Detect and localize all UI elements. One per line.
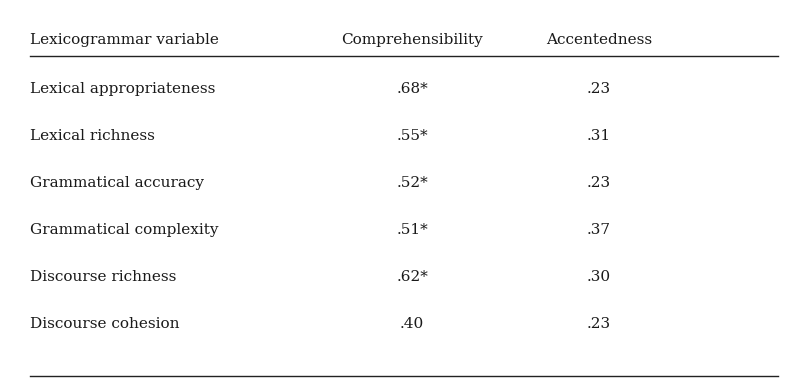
- Text: Lexical appropriateness: Lexical appropriateness: [30, 82, 216, 96]
- Text: .52*: .52*: [396, 176, 428, 190]
- Text: Lexical richness: Lexical richness: [30, 129, 155, 143]
- Text: .62*: .62*: [396, 270, 428, 284]
- Text: Discourse richness: Discourse richness: [30, 270, 177, 284]
- Text: Grammatical accuracy: Grammatical accuracy: [30, 176, 205, 190]
- Text: .37: .37: [587, 223, 611, 237]
- Text: Comprehensibility: Comprehensibility: [341, 33, 483, 47]
- Text: .51*: .51*: [396, 223, 428, 237]
- Text: Grammatical complexity: Grammatical complexity: [30, 223, 219, 237]
- Text: .68*: .68*: [396, 82, 428, 96]
- Text: .23: .23: [587, 317, 611, 331]
- Text: Discourse cohesion: Discourse cohesion: [30, 317, 180, 331]
- Text: .55*: .55*: [396, 129, 428, 143]
- Text: .23: .23: [587, 82, 611, 96]
- Text: .23: .23: [587, 176, 611, 190]
- Text: .30: .30: [587, 270, 611, 284]
- Text: Accentedness: Accentedness: [546, 33, 652, 47]
- Text: .40: .40: [400, 317, 424, 331]
- Text: Lexicogrammar variable: Lexicogrammar variable: [30, 33, 219, 47]
- Text: .31: .31: [587, 129, 611, 143]
